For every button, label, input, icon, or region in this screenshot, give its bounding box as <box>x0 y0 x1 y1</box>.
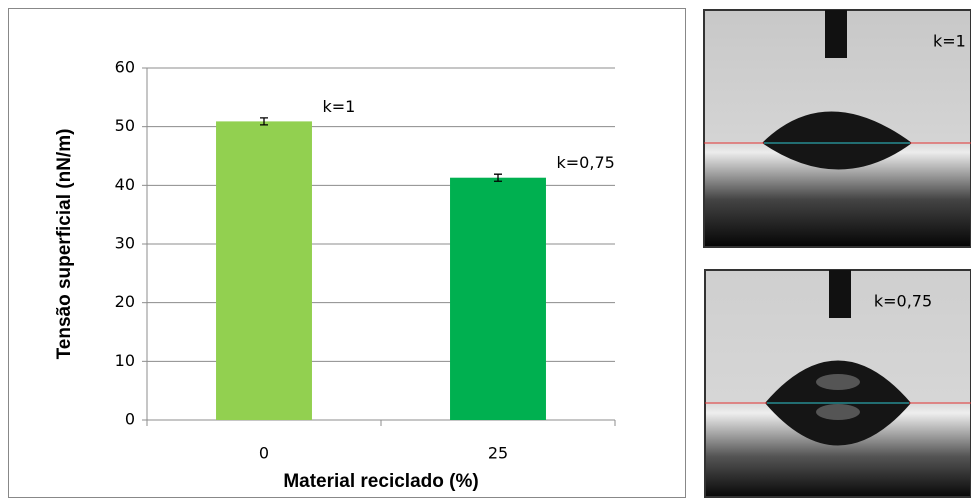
error-bar <box>494 173 502 182</box>
x-tick-label: 0 <box>259 444 269 463</box>
y-tick-label: 60 <box>115 58 135 77</box>
y-axis-title: Tensão superficial (nN/m) <box>54 129 75 360</box>
photo-label: k=1 <box>933 32 966 51</box>
y-tick-label: 20 <box>115 292 135 311</box>
x-tick-label: 25 <box>488 444 508 463</box>
y-tick-label: 40 <box>115 175 135 194</box>
error-bar <box>260 117 268 126</box>
photo-2: k=0,75 <box>704 269 971 498</box>
y-tick-label: 0 <box>125 410 135 429</box>
bar-annotation: k=1 <box>323 97 356 116</box>
y-tick-label: 30 <box>115 234 135 253</box>
bar-annotation: k=0,75 <box>557 153 615 172</box>
bar <box>450 177 546 420</box>
photo-label: k=0,75 <box>874 292 932 311</box>
y-tick-label: 10 <box>115 351 135 370</box>
y-tick-label: 50 <box>115 116 135 135</box>
photo-1: k=1 <box>703 9 971 248</box>
bar <box>216 121 312 421</box>
chart-frame <box>8 8 686 498</box>
x-axis-title: Material reciclado (%) <box>283 471 478 492</box>
